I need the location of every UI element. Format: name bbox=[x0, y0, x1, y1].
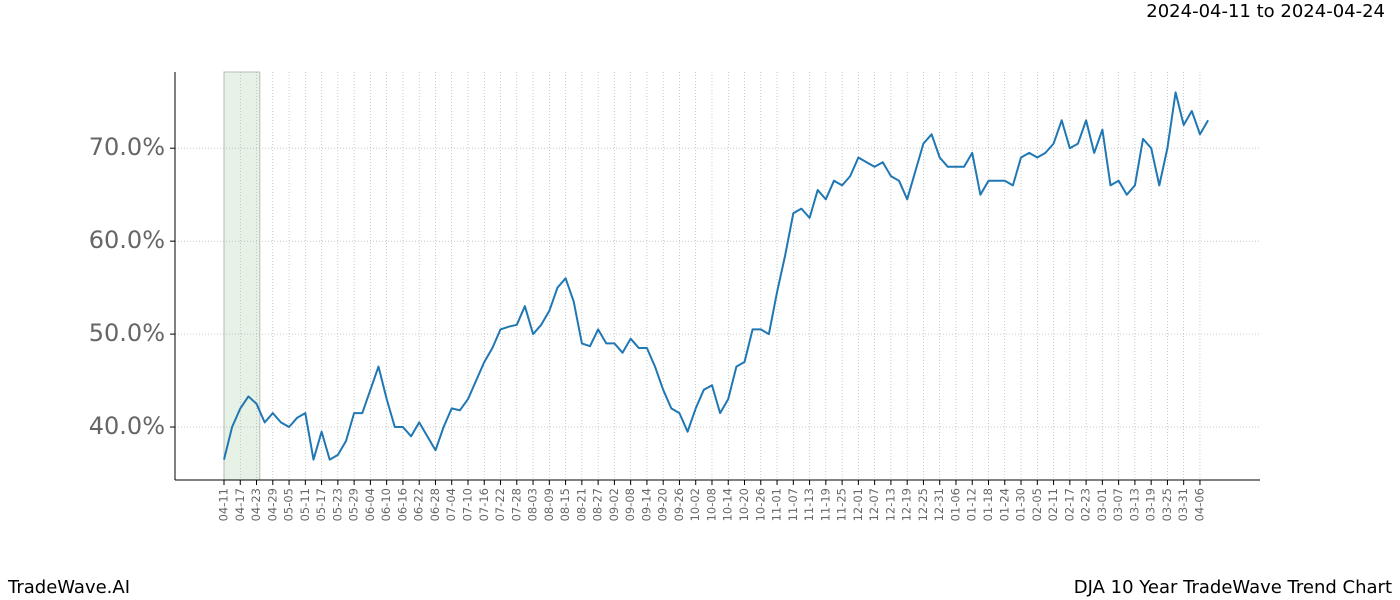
x-tick-label: 10-14 bbox=[721, 488, 735, 521]
x-tick-label: 01-18 bbox=[981, 488, 995, 521]
x-tick-label: 12-13 bbox=[883, 488, 897, 521]
x-tick-label: 04-06 bbox=[1192, 488, 1206, 521]
x-tick-label: 12-07 bbox=[867, 488, 881, 521]
x-tick-label: 07-16 bbox=[477, 488, 491, 521]
x-tick-label: 03-13 bbox=[1127, 488, 1141, 521]
x-tick-label: 02-05 bbox=[1030, 488, 1044, 521]
x-tick-label: 09-26 bbox=[672, 488, 686, 521]
x-tick-label: 04-23 bbox=[249, 488, 263, 521]
x-tick-label: 03-31 bbox=[1176, 488, 1190, 521]
x-tick-label: 10-08 bbox=[704, 488, 718, 521]
x-tick-label: 05-29 bbox=[347, 488, 361, 521]
x-tick-label: 11-07 bbox=[786, 488, 800, 521]
x-tick-label: 12-25 bbox=[916, 488, 930, 521]
date-range: 2024-04-11 to 2024-04-24 bbox=[1146, 1, 1385, 22]
x-tick-label: 06-28 bbox=[428, 488, 442, 521]
x-tick-label: 08-09 bbox=[542, 488, 556, 521]
x-tick-label: 03-01 bbox=[1095, 488, 1109, 521]
x-tick-label: 11-01 bbox=[770, 488, 784, 521]
x-tick-label: 12-31 bbox=[932, 488, 946, 521]
x-tick-label: 12-19 bbox=[900, 488, 914, 521]
x-tick-label: 03-19 bbox=[1144, 488, 1158, 521]
x-tick-label: 03-25 bbox=[1160, 488, 1174, 521]
x-tick-label: 05-05 bbox=[282, 488, 296, 521]
x-tick-label: 02-17 bbox=[1062, 488, 1076, 521]
x-tick-label: 08-21 bbox=[574, 488, 588, 521]
y-tick-label: 50.0% bbox=[89, 319, 165, 347]
x-tick-label: 03-07 bbox=[1111, 488, 1125, 521]
x-tick-label: 05-23 bbox=[330, 488, 344, 521]
x-tick-label: 04-17 bbox=[233, 488, 247, 521]
chart-title: DJA 10 Year TradeWave Trend Chart bbox=[1074, 577, 1392, 598]
x-tick-label: 11-25 bbox=[835, 488, 849, 521]
x-tick-label: 07-28 bbox=[509, 488, 523, 521]
x-tick-label: 02-11 bbox=[1046, 488, 1060, 521]
x-tick-label: 06-16 bbox=[395, 488, 409, 521]
x-tick-label: 04-11 bbox=[217, 488, 231, 521]
x-tick-label: 07-04 bbox=[444, 488, 458, 521]
x-tick-label: 10-02 bbox=[688, 488, 702, 521]
x-tick-label: 05-17 bbox=[314, 488, 328, 521]
x-tick-label: 11-19 bbox=[818, 488, 832, 521]
x-tick-label: 08-03 bbox=[526, 488, 540, 521]
x-tick-label: 01-30 bbox=[1014, 488, 1028, 521]
x-tick-label: 09-02 bbox=[607, 488, 621, 521]
x-tick-label: 04-29 bbox=[265, 488, 279, 521]
x-tick-label: 01-12 bbox=[965, 488, 979, 521]
x-tick-label: 08-27 bbox=[591, 488, 605, 521]
x-tick-label: 02-23 bbox=[1079, 488, 1093, 521]
x-tick-label: 09-14 bbox=[639, 488, 653, 521]
x-tick-label: 09-08 bbox=[623, 488, 637, 521]
y-tick-label: 40.0% bbox=[89, 412, 165, 440]
x-tick-label: 06-22 bbox=[412, 488, 426, 521]
x-tick-label: 07-10 bbox=[460, 488, 474, 521]
data-line bbox=[223, 91, 1209, 461]
x-tick-label: 11-13 bbox=[802, 488, 816, 521]
y-tick-label: 70.0% bbox=[89, 133, 165, 161]
x-tick-label: 05-11 bbox=[298, 488, 312, 521]
highlight-span bbox=[223, 71, 261, 481]
x-tick-label: 06-10 bbox=[379, 488, 393, 521]
x-tick-label: 07-22 bbox=[493, 488, 507, 521]
x-tick-label: 09-20 bbox=[656, 488, 670, 521]
x-tick-label: 06-04 bbox=[363, 488, 377, 521]
y-tick-label: 60.0% bbox=[89, 226, 165, 254]
brand: TradeWave.AI bbox=[7, 577, 130, 598]
x-tick-label: 08-15 bbox=[558, 488, 572, 521]
x-tick-label: 01-06 bbox=[948, 488, 962, 521]
x-tick-label: 01-24 bbox=[997, 488, 1011, 521]
x-tick-label: 12-01 bbox=[851, 488, 865, 521]
x-tick-label: 10-26 bbox=[753, 488, 767, 521]
x-tick-label: 10-20 bbox=[737, 488, 751, 521]
